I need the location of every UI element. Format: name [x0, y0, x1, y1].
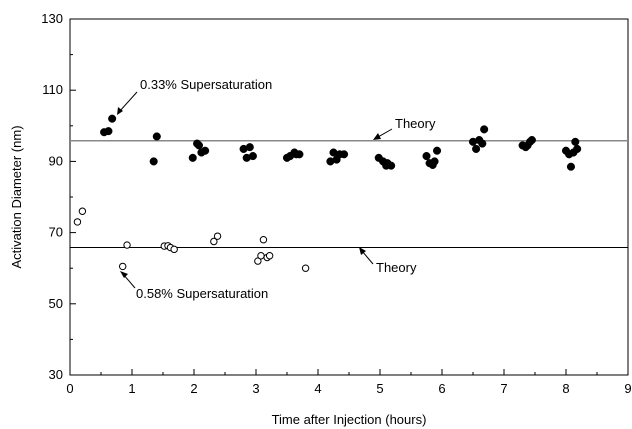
y-tick-label: 130 — [41, 11, 63, 26]
y-axis: 30 50 70 90 110 130 — [41, 11, 76, 382]
point-033-supersaturation — [478, 139, 487, 148]
theory-upper-label: Theory — [395, 116, 436, 131]
series-1-arrow — [118, 91, 138, 113]
point-058-supersaturation — [254, 257, 262, 265]
point-058-supersaturation — [210, 237, 218, 246]
x-tick-label: 5 — [376, 381, 383, 396]
x-tick-label: 7 — [500, 381, 507, 396]
point-033-supersaturation — [480, 125, 489, 134]
point-033-supersaturation — [152, 132, 161, 141]
x-tick-label: 4 — [314, 381, 321, 396]
point-033-supersaturation — [248, 152, 257, 161]
theory-lower-label: Theory — [376, 260, 417, 275]
point-058-supersaturation — [301, 264, 310, 272]
x-tick-label: 8 — [562, 381, 569, 396]
theory-upper-arrow — [377, 128, 393, 138]
point-058-supersaturation — [213, 232, 222, 240]
y-tick-label: 30 — [49, 367, 63, 382]
theory-upper-arrowhead — [373, 133, 381, 140]
series-2-arrowhead — [120, 271, 128, 278]
point-033-supersaturation — [430, 157, 439, 166]
point-033-supersaturation — [108, 114, 117, 123]
point-033-supersaturation — [245, 143, 254, 152]
y-tick-label: 90 — [49, 153, 63, 168]
point-033-supersaturation — [201, 146, 210, 155]
point-058-supersaturation — [73, 218, 82, 226]
annotation-series-2: 0.58% Supersaturation — [120, 271, 268, 301]
point-033-supersaturation — [149, 157, 158, 166]
point-033-supersaturation — [571, 137, 580, 146]
point-033-supersaturation — [387, 161, 396, 170]
series-1-arrowhead — [117, 107, 123, 115]
y-tick-label: 50 — [49, 296, 63, 311]
point-033-supersaturation — [566, 162, 576, 171]
annotation-theory-lower: Theory — [359, 247, 417, 275]
annotation-theory-upper: Theory — [373, 116, 436, 140]
x-axis: 0 1 2 3 4 5 6 7 8 9 — [66, 369, 632, 396]
point-033-supersaturation — [527, 135, 536, 145]
x-tick-label: 3 — [252, 381, 259, 396]
annotation-series-1: 0.33% Supersaturation — [117, 77, 272, 115]
plot-area — [69, 18, 629, 376]
x-axis-title: Time after Injection (hours) — [272, 412, 427, 427]
y-axis-title: Activation Diameter (nm) — [9, 125, 24, 268]
x-tick-label: 6 — [438, 381, 445, 396]
x-tick-label: 1 — [128, 381, 135, 396]
x-tick-label: 2 — [190, 381, 197, 396]
x-tick-label: 9 — [624, 381, 631, 396]
point-033-supersaturation — [472, 144, 481, 153]
point-033-supersaturation — [432, 146, 442, 155]
point-033-supersaturation — [295, 150, 304, 159]
point-058-supersaturation — [265, 252, 274, 260]
point-033-supersaturation — [188, 153, 197, 162]
point-058-supersaturation — [257, 252, 265, 260]
point-058-supersaturation — [78, 207, 87, 215]
data-points — [73, 114, 582, 272]
point-058-supersaturation — [170, 245, 178, 254]
series-2-label: 0.58% Supersaturation — [136, 286, 268, 301]
y-tick-label: 110 — [42, 82, 63, 97]
x-tick-label: 0 — [66, 381, 73, 396]
y-tick-label: 70 — [49, 225, 63, 240]
point-058-supersaturation — [119, 262, 127, 271]
point-058-supersaturation — [123, 241, 131, 249]
theory-lower-arrowhead — [359, 247, 366, 255]
point-033-supersaturation — [422, 152, 431, 161]
point-033-supersaturation — [104, 127, 113, 136]
point-033-supersaturation — [339, 150, 349, 159]
series-1-label: 0.33% Supersaturation — [140, 77, 272, 92]
point-033-supersaturation — [194, 141, 204, 150]
point-058-supersaturation — [259, 236, 268, 244]
theory-lower-arrow — [361, 250, 374, 265]
point-033-supersaturation — [573, 144, 582, 153]
